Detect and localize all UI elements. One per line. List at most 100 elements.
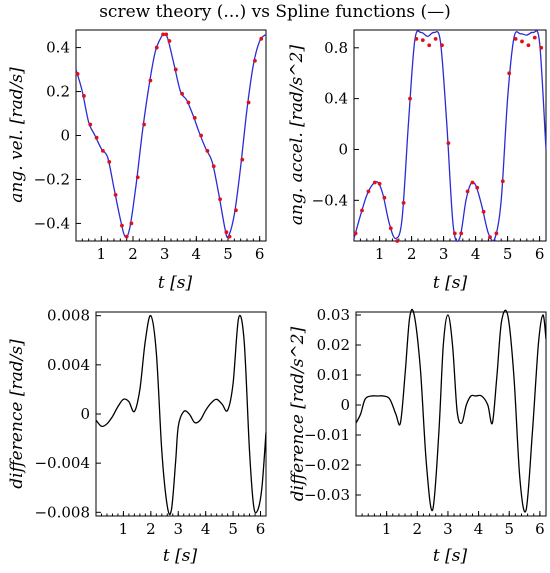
x-tick-label: 6	[256, 520, 266, 538]
data-point	[120, 223, 124, 228]
x-axis-label: t [s]	[433, 546, 468, 566]
data-point	[488, 235, 492, 240]
x-tick-label: 5	[228, 520, 238, 538]
data-point	[88, 122, 93, 127]
plot-frame	[353, 29, 547, 242]
data-point	[427, 43, 432, 48]
data-point	[459, 231, 464, 236]
data-point	[205, 148, 210, 153]
data-point	[465, 189, 470, 194]
x-tick-label: 1	[119, 520, 129, 538]
data-point	[539, 45, 544, 50]
x-tick-label: 2	[146, 520, 156, 538]
y-tick-label: 0.02	[317, 336, 350, 354]
data-point	[82, 94, 86, 98]
y-tick-label: 0.4	[46, 39, 70, 57]
x-tick-label: 6	[255, 245, 265, 263]
x-tick-label: 4	[201, 520, 211, 538]
data-point	[353, 231, 358, 236]
y-tick-label: 0	[338, 140, 348, 158]
data-point	[135, 175, 140, 180]
plot-frame	[355, 311, 547, 517]
data-point	[481, 209, 486, 214]
panel-angular-acceleration: 1 2 3 4 5 6 0.8 0.4 0 −0.4 t [s] ang. accel. [rad/s…	[287, 29, 547, 293]
data-point	[129, 221, 134, 226]
x-tick-label: 4	[192, 245, 202, 263]
series-line	[75, 33, 267, 238]
data-point	[377, 181, 382, 186]
y-tick-label: 0.004	[47, 356, 90, 374]
data-point	[420, 38, 425, 43]
y-tick-label: 0.4	[324, 90, 348, 108]
data-point	[401, 200, 406, 205]
data-point	[372, 180, 377, 185]
data-point	[75, 72, 80, 76]
x-tick-label: 1	[382, 520, 392, 538]
y-axis-label: difference [rad/s^2]	[288, 326, 308, 501]
x-tick-label: 5	[503, 245, 513, 263]
data-point	[382, 195, 387, 200]
x-tick-label: 4	[471, 245, 481, 263]
data-point	[452, 231, 457, 236]
y-tick-label: −0.004	[34, 454, 90, 472]
data-point	[360, 208, 364, 213]
data-point	[173, 67, 178, 72]
x-tick-label: 3	[160, 245, 170, 263]
x-tick-label: 3	[439, 245, 449, 263]
y-tick-label: 0.8	[324, 39, 348, 57]
x-tick-label: 2	[128, 245, 138, 263]
data-point	[366, 189, 371, 194]
data-point	[253, 58, 257, 63]
x-axis-label: t [s]	[433, 273, 468, 293]
y-tick-label: 0	[80, 405, 90, 423]
data-point	[154, 45, 159, 50]
data-point	[94, 135, 99, 140]
data-point	[199, 133, 203, 138]
data-point	[107, 159, 112, 164]
y-tick-label: −0.2	[34, 170, 70, 188]
x-tick-label: 6	[535, 245, 545, 263]
data-point	[532, 35, 537, 40]
data-point	[259, 36, 264, 41]
y-tick-label: 0	[340, 396, 350, 414]
x-tick-label: 4	[474, 520, 484, 538]
x-tick-label: 3	[173, 520, 183, 538]
data-point	[507, 71, 512, 76]
data-point	[186, 100, 191, 105]
y-tick-label: −0.4	[312, 191, 348, 209]
plot-frame	[95, 311, 267, 517]
data-point	[113, 192, 118, 197]
data-point	[148, 78, 153, 83]
y-tick-label: 0.2	[46, 83, 70, 101]
x-tick-label: 5	[504, 520, 514, 538]
y-tick-label: 0.03	[317, 306, 350, 324]
x-tick-label: 1	[97, 245, 107, 263]
x-tick-label: 1	[375, 245, 385, 263]
data-point	[101, 148, 105, 153]
panel-difference-acceleration: 1 2 3 4 5 6 0.03 0.02 0.01 0 −0.01 −0.02 −0.03 t [s] d…	[288, 306, 547, 566]
data-point	[475, 185, 480, 190]
data-point	[164, 32, 169, 37]
data-point	[192, 116, 197, 120]
y-tick-label: 0.01	[317, 366, 350, 384]
data-point	[167, 39, 172, 43]
y-tick-label: −0.4	[34, 214, 70, 232]
y-tick-label: 0	[60, 127, 70, 145]
x-tick-label: 2	[413, 520, 423, 538]
y-axis-label: difference [rad/s]	[7, 339, 27, 489]
x-tick-label: 5	[223, 245, 233, 263]
data-point	[470, 180, 475, 185]
y-tick-label: 0.008	[47, 307, 90, 325]
panel-difference-velocity: 1 2 3 4 5 6 0.008 0.004 0 −0.004 −0.008 t [s] differ…	[7, 307, 267, 566]
data-point	[526, 43, 531, 48]
data-point	[513, 36, 518, 41]
series-line	[355, 308, 547, 513]
data-point	[433, 36, 438, 41]
x-tick-label: 3	[443, 520, 453, 538]
series-line	[95, 314, 267, 516]
data-point	[446, 141, 451, 146]
data-point	[520, 39, 524, 44]
data-point	[395, 239, 400, 243]
data-point	[414, 36, 419, 41]
